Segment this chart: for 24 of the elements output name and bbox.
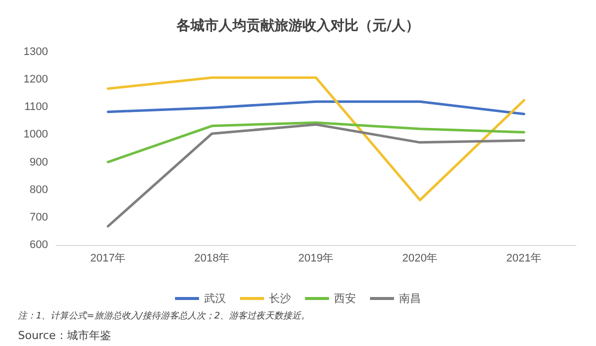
source-note: Source：城市年鉴 — [18, 329, 111, 342]
legend-label: 西安 — [334, 292, 356, 305]
y-tick-label: 800 — [30, 184, 48, 196]
x-tick-label: 2017年 — [90, 252, 126, 264]
y-tick-label: 1300 — [24, 46, 48, 58]
y-tick-label: 600 — [30, 239, 48, 251]
y-tick-label: 1200 — [24, 74, 48, 86]
x-tick-label: 2021年 — [506, 252, 542, 264]
text: 注：1、计算公式=旅游总收入/接待游客总人次；2、游客过夜天数接近。 — [18, 310, 310, 322]
y-tick-label: 1100 — [24, 101, 48, 114]
legend-label: 武汉 — [204, 292, 226, 305]
x-tick-label: 2018年 — [194, 252, 230, 264]
line-series — [106, 123, 526, 228]
chart-title: 各城市人均贡献旅游收入对比（元/人） — [175, 17, 420, 34]
x-tick-label: 2020年 — [402, 252, 438, 264]
legend-label: 长沙 — [269, 292, 291, 305]
legend-label: 南昌 — [399, 292, 421, 305]
y-tick-label: 1000 — [24, 128, 48, 141]
line-series — [106, 100, 526, 116]
line-series — [106, 121, 526, 164]
y-tick-label: 900 — [30, 156, 48, 168]
y-tick-label: 700 — [30, 211, 48, 224]
x-tick-label: 2019年 — [298, 252, 334, 264]
line-series — [106, 76, 526, 202]
